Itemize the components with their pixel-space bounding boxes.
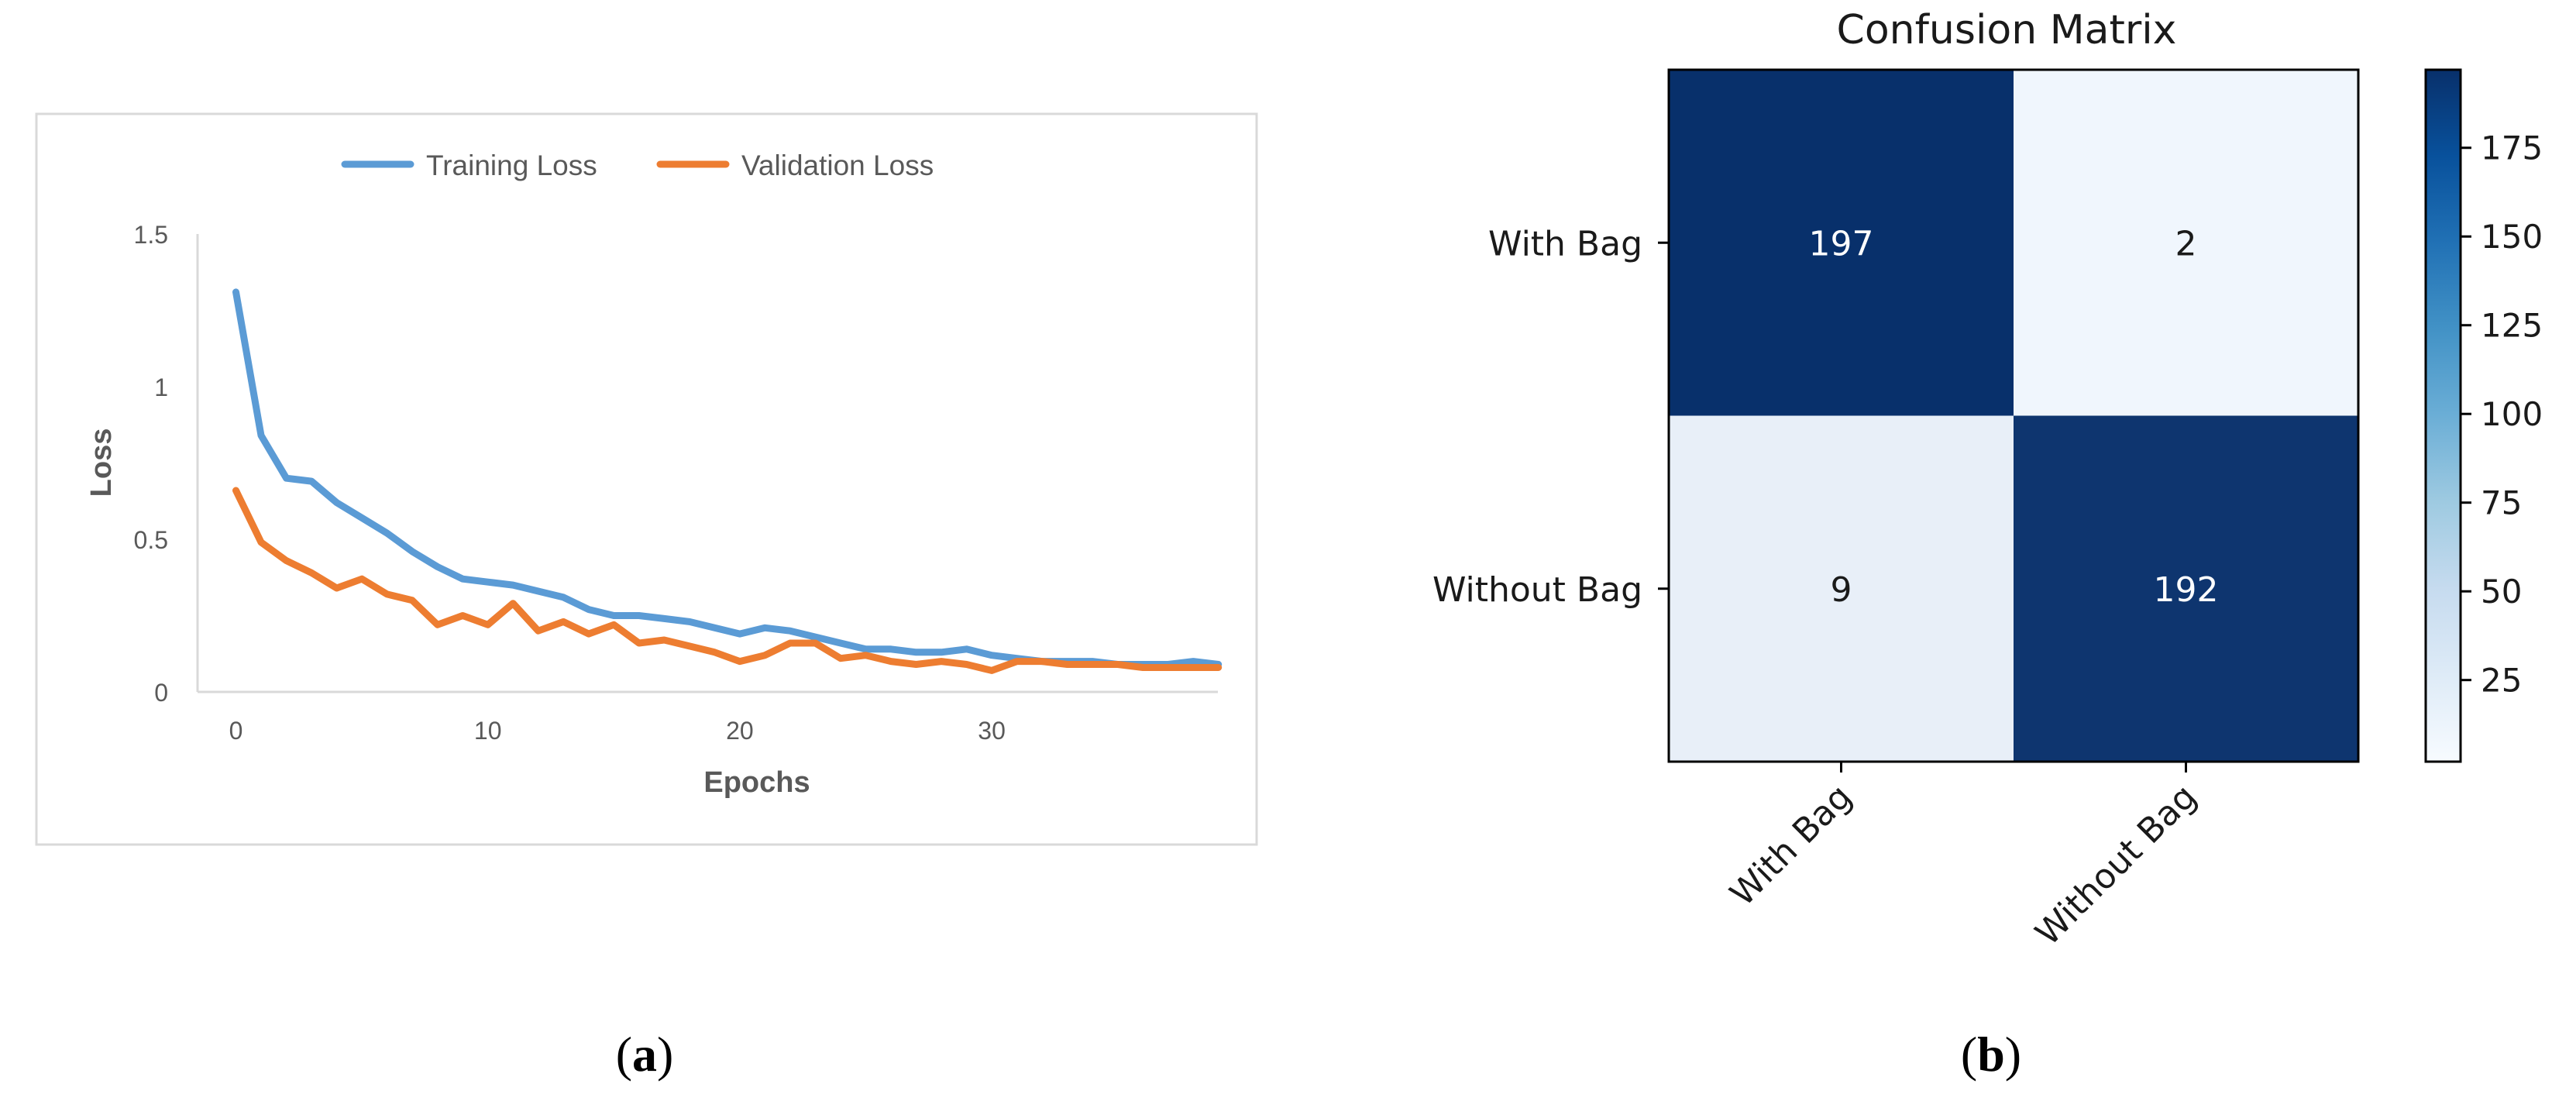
- colorbar-tick-label: 75: [2481, 484, 2522, 522]
- colorbar-tick-labels: 25 50 75 100 125 150 175: [2461, 129, 2543, 700]
- colorbar-tick-label: 100: [2481, 395, 2543, 433]
- row-label: Without Bag: [1432, 570, 1642, 610]
- column-label: With Bag: [1723, 777, 1860, 914]
- panel-letter-a: a: [632, 1027, 657, 1082]
- cell-value-label: 192: [2154, 570, 2219, 610]
- colorbar-tick-label: 125: [2481, 307, 2543, 345]
- matrix-cells: 197 2 9 192: [1669, 70, 2358, 762]
- colorbar-tick-label: 25: [2481, 662, 2522, 700]
- chart-frame: [35, 112, 1258, 846]
- y-tick-labels: 0 0.5 1 1.5: [134, 221, 168, 707]
- matrix-cell: [2014, 415, 2358, 762]
- y-tick-label: 0: [154, 679, 168, 707]
- panel-label-b: (b): [1961, 1027, 2021, 1082]
- x-tick-label: 30: [978, 717, 1006, 745]
- column-labels: With Bag Without Bag: [1723, 762, 2205, 954]
- x-tick-label: 0: [229, 717, 243, 745]
- colorbar-tick-label: 50: [2481, 573, 2522, 611]
- colorbar-tick-label: 150: [2481, 218, 2543, 256]
- cell-value-label: 2: [2175, 224, 2197, 263]
- chart-title: Confusion Matrix: [1837, 7, 2177, 53]
- legend-label-validation: Validation Loss: [741, 150, 934, 181]
- column-label: Without Bag: [2028, 777, 2205, 954]
- y-tick-label: 0.5: [134, 526, 168, 554]
- y-tick-label: 1.5: [134, 221, 168, 249]
- x-tick-labels: 0 10 20 30: [229, 717, 1006, 745]
- colorbar-tick-label: 175: [2481, 129, 2543, 167]
- panel-label-a: (a): [616, 1027, 674, 1082]
- panel-letter-b: b: [1977, 1027, 2005, 1082]
- x-axis-title: Epochs: [703, 766, 810, 799]
- row-labels: With Bag Without Bag: [1432, 224, 1669, 610]
- matrix-cell: [1669, 70, 2014, 416]
- row-label: With Bag: [1488, 224, 1642, 263]
- svg-text:(b): (b): [1961, 1027, 2021, 1082]
- svg-text:(a): (a): [616, 1027, 674, 1082]
- y-axis-title: Loss: [85, 428, 118, 497]
- y-tick-label: 1: [154, 373, 168, 401]
- confusion-matrix-chart: Confusion Matrix 197 2 9 192 With Bag Withou…: [1432, 7, 2543, 953]
- series-line-validation-loss: [232, 487, 1223, 674]
- legend: Training Loss Validation Loss: [341, 150, 934, 181]
- cell-value-label: 197: [1809, 224, 1874, 263]
- legend-label-training: Training Loss: [426, 150, 597, 181]
- x-tick-label: 20: [726, 717, 754, 745]
- x-tick-label: 10: [474, 717, 502, 745]
- loss-chart: Training Loss Validation Loss 0 0.5 1 1.5 0…: [35, 112, 1258, 846]
- matrix-frame: [1667, 68, 2360, 763]
- matrix-cell: [1669, 415, 2014, 762]
- cell-value-label: 9: [1831, 570, 1852, 610]
- colorbar: [2424, 68, 2462, 763]
- matrix-cell: [2014, 70, 2358, 416]
